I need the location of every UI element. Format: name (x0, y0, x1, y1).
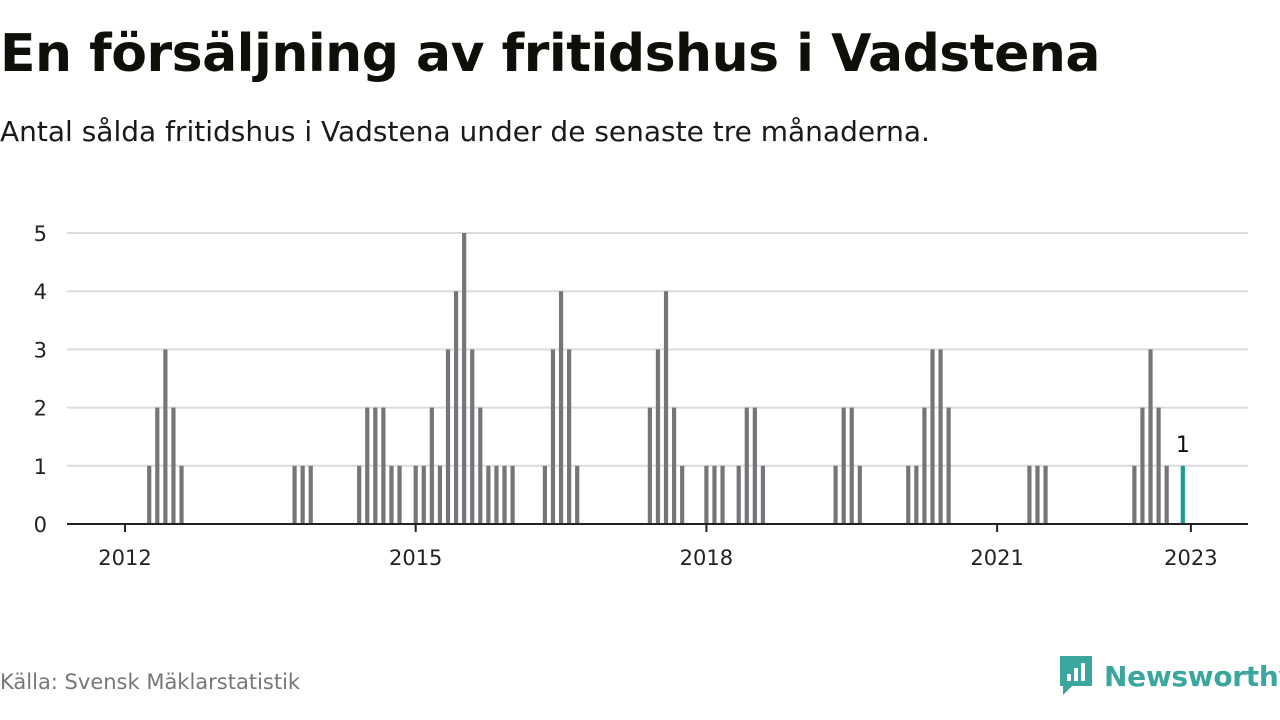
y-tick-label: 0 (34, 513, 47, 537)
x-tick-label: 2021 (970, 546, 1023, 570)
bar (833, 465, 838, 524)
x-axis: 2012 2015 2018 2021 2023 (67, 523, 1248, 570)
bar (760, 465, 766, 524)
y-tick-label: 3 (34, 338, 47, 362)
bar (502, 465, 507, 524)
bar (147, 465, 152, 524)
bar (163, 349, 168, 524)
bars (147, 233, 1185, 524)
newsworthy-logo-icon (1060, 656, 1092, 695)
bar (453, 291, 459, 524)
bar (655, 349, 661, 524)
bar (567, 349, 572, 524)
bar (429, 407, 434, 524)
x-tick-label: 2023 (1164, 546, 1217, 570)
bar (421, 465, 426, 524)
bar (437, 465, 443, 524)
source-note: Källa: Svensk Mäklarstatistik (0, 670, 301, 694)
bar (744, 407, 749, 524)
bar (494, 465, 499, 524)
bar (558, 291, 564, 524)
bar (906, 465, 911, 524)
bar (389, 465, 394, 524)
chart-subtitle: Antal sålda fritidshus i Vadstena under … (0, 115, 930, 148)
bar (486, 465, 491, 524)
bar (510, 465, 515, 524)
bar (712, 465, 717, 524)
bar (300, 465, 305, 524)
bar (672, 407, 677, 524)
bar (1156, 407, 1161, 524)
bar (1132, 465, 1137, 524)
bar (413, 465, 418, 524)
bar (938, 349, 943, 524)
bar (478, 407, 483, 524)
bar (647, 407, 652, 524)
newsworthy-logo[interactable]: Newsworthy (1058, 654, 1280, 698)
bar (542, 465, 547, 524)
bar (381, 407, 386, 524)
bar (1035, 465, 1040, 524)
bar (1164, 465, 1169, 524)
bar (179, 465, 184, 524)
chart-title: En försäljning av fritidshus i Vadstena (0, 24, 1100, 84)
bar (663, 291, 669, 524)
bar (373, 407, 378, 524)
bar (914, 465, 919, 524)
bar (752, 407, 757, 524)
bar (292, 465, 297, 524)
bar (720, 465, 725, 524)
bar (680, 465, 685, 524)
y-axis: 0 1 2 3 4 5 (34, 222, 47, 537)
bar (1140, 407, 1145, 524)
x-tick-label: 2015 (389, 546, 442, 570)
bar (470, 349, 475, 524)
bar (445, 349, 451, 524)
bar (704, 465, 709, 524)
y-tick-label: 1 (34, 455, 47, 479)
highlight-value-label: 1 (1176, 433, 1190, 458)
x-tick-label: 2018 (680, 546, 733, 570)
data-labels: 1 (1176, 433, 1190, 458)
bar (930, 349, 935, 524)
bar (922, 407, 927, 524)
bar (550, 349, 556, 524)
bar (736, 465, 741, 524)
bar (365, 407, 370, 524)
bar (849, 407, 854, 524)
bar (857, 465, 862, 524)
bar (155, 407, 160, 524)
bar (462, 233, 467, 524)
y-tick-label: 2 (34, 397, 47, 421)
newsworthy-brand-name: Newsworthy (1104, 659, 1280, 693)
bar (575, 465, 580, 524)
bar (841, 407, 846, 524)
y-tick-label: 5 (34, 222, 47, 246)
bar (308, 465, 313, 524)
bar (171, 407, 176, 524)
bar (397, 465, 402, 524)
bar (1043, 465, 1048, 524)
bar (357, 465, 362, 524)
bar-highlight (1180, 465, 1185, 524)
bar (1027, 465, 1032, 524)
bar (946, 407, 951, 524)
bar (1148, 349, 1153, 524)
y-tick-label: 4 (34, 280, 47, 304)
x-tick-label: 2012 (98, 546, 151, 570)
